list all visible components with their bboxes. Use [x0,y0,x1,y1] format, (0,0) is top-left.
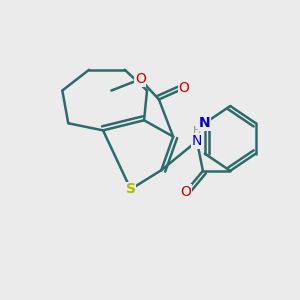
Text: H: H [193,126,201,136]
Text: S: S [126,182,136,196]
Text: O: O [180,184,191,199]
Text: O: O [179,81,190,95]
Text: N: N [199,116,211,130]
Text: N: N [192,134,202,148]
Text: O: O [135,72,146,86]
